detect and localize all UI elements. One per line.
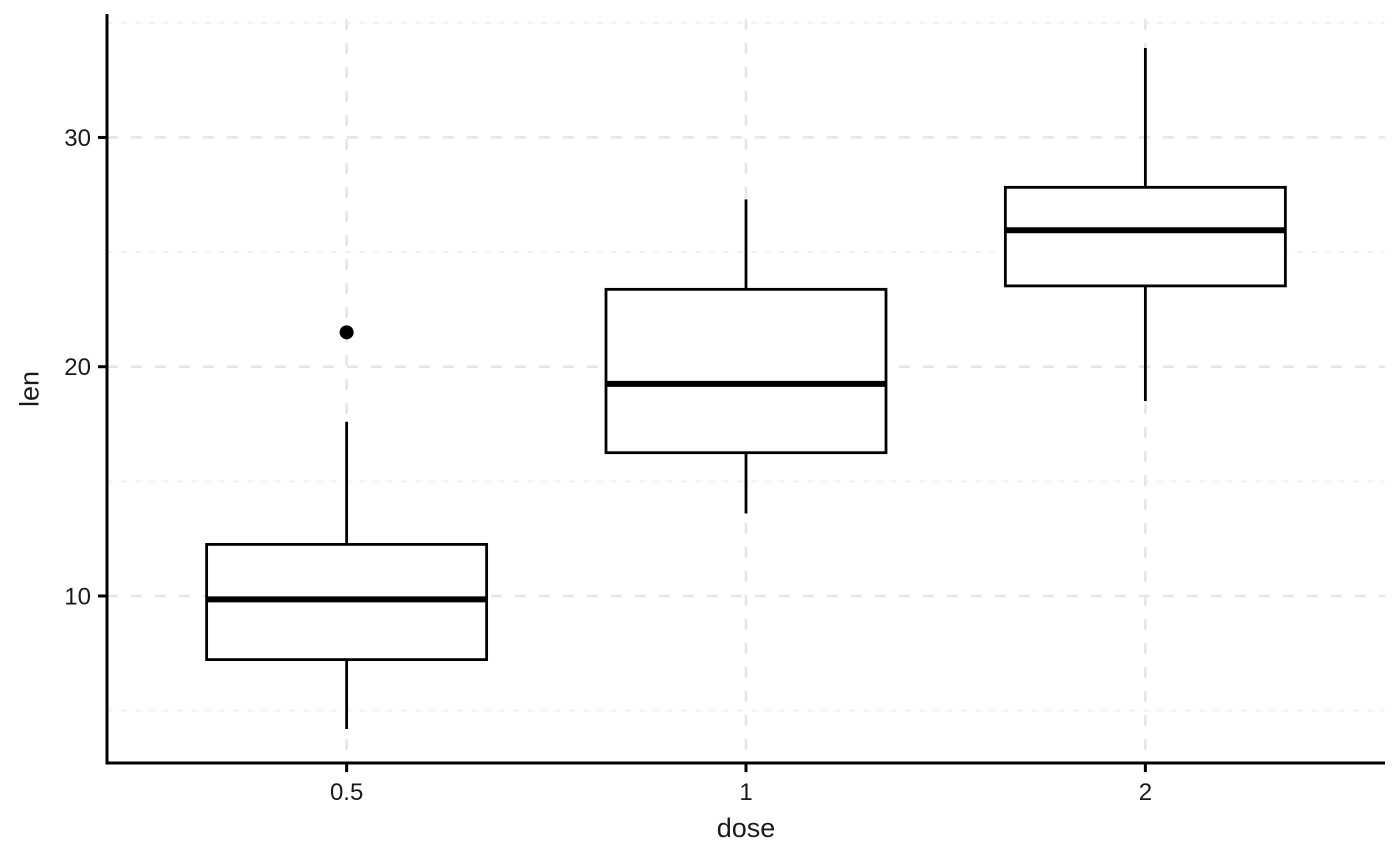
- y-axis-title: len: [14, 370, 45, 408]
- box-dose-2: [1003, 185, 1287, 288]
- x-tick-label-1: 1: [739, 779, 752, 806]
- y-tick-label-10: 10: [64, 583, 91, 610]
- y-tick-label-20: 20: [64, 354, 91, 381]
- x-axis-title: dose: [716, 813, 776, 843]
- outlier-point-dose-0.5: [339, 325, 354, 340]
- box-dose-1: [604, 287, 888, 455]
- x-tick-label-2: 2: [1139, 779, 1152, 806]
- y-tick-label-30: 30: [64, 125, 91, 152]
- x-tick-label-0.5: 0.5: [330, 779, 363, 806]
